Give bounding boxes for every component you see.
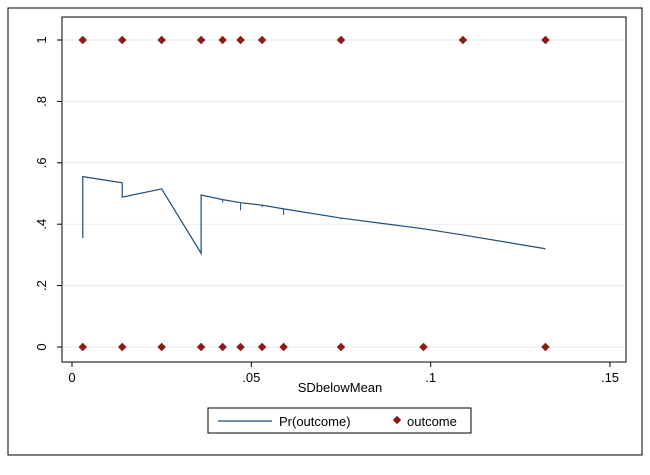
x-tick-label: .1: [425, 370, 436, 385]
data-point-outcome: [336, 342, 346, 352]
data-point-outcome: [78, 342, 88, 352]
x-tick-label: .15: [601, 370, 619, 385]
data-point-outcome: [196, 342, 206, 352]
data-point-outcome: [236, 342, 245, 352]
x-axis-title: SDbelowMean: [298, 380, 383, 395]
legend-label-pr-outcome: Pr(outcome): [279, 414, 351, 429]
data-point-outcome: [279, 342, 288, 352]
x-tick-label: .05: [242, 370, 260, 385]
legend-swatch-marker: [392, 415, 402, 425]
data-point-outcome: [257, 35, 267, 45]
y-tick-label: .4: [34, 219, 49, 230]
data-point-outcome: [157, 35, 166, 45]
data-point-outcome: [336, 35, 346, 45]
y-tick-label: .6: [34, 157, 49, 168]
data-point-outcome: [157, 342, 166, 352]
legend: Pr(outcome) outcome: [207, 407, 472, 434]
data-point-outcome: [541, 342, 550, 352]
plot-area: [61, 16, 627, 363]
axes: 0 .2 .4 .6 .8 1 0 .05 .1 .15: [34, 36, 619, 385]
x-tick-label: 0: [68, 370, 75, 385]
legend-label-outcome: outcome: [407, 414, 457, 429]
data-point-outcome: [117, 342, 127, 352]
data-point-outcome: [236, 35, 245, 45]
data-series: [78, 35, 550, 352]
data-point-outcome: [218, 35, 227, 45]
data-point-outcome: [458, 35, 468, 45]
y-tick-label: 0: [34, 343, 49, 350]
y-tick-label: 1: [34, 36, 49, 43]
data-point-outcome: [419, 342, 428, 352]
y-tick-label: .8: [34, 96, 49, 107]
data-point-outcome: [218, 342, 227, 352]
data-point-outcome: [196, 35, 206, 45]
data-point-outcome: [257, 342, 267, 352]
data-point-outcome: [117, 35, 127, 45]
data-point-outcome: [78, 35, 88, 45]
y-tick-label: .2: [34, 280, 49, 291]
